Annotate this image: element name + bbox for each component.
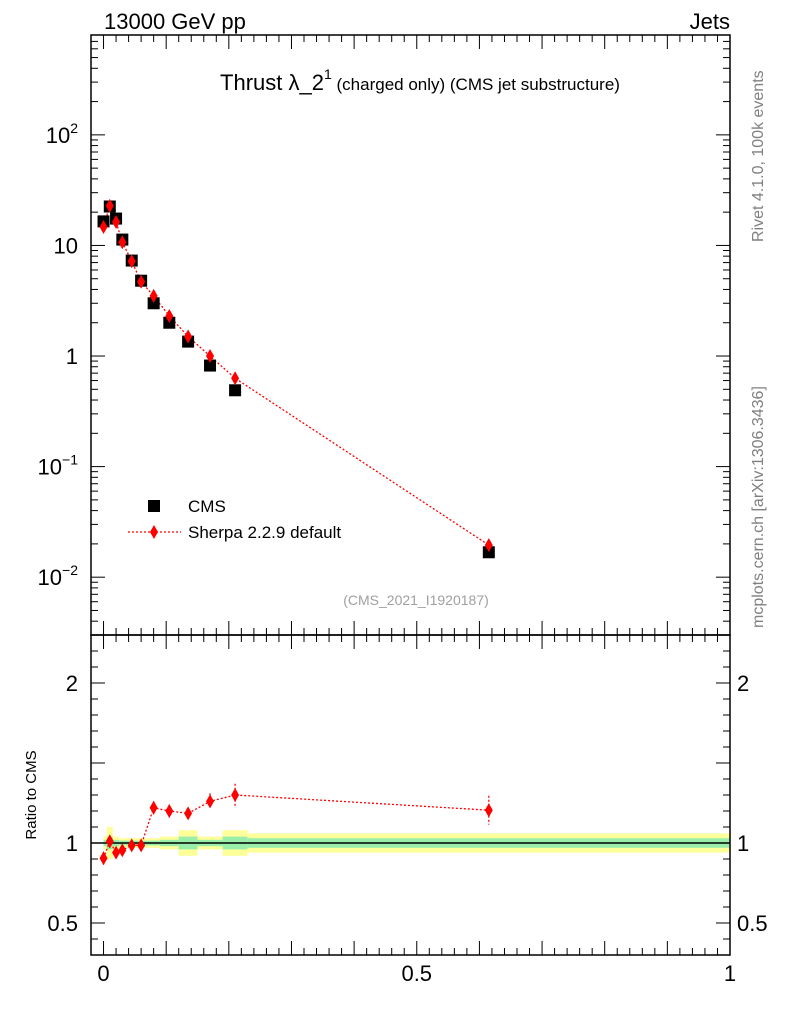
y-tick-label: 10−2: [38, 562, 79, 590]
ratio-y-tick-label-left: 1: [66, 831, 78, 856]
sherpa-point: [105, 198, 114, 213]
ratio-sherpa-point: [149, 800, 158, 815]
ratio-sherpa-point: [118, 843, 127, 858]
cms-point: [204, 359, 217, 372]
sherpa-point: [118, 235, 127, 250]
ratio-x-axis: 0 0.5 1: [90, 635, 736, 986]
x-tick-label: 0.5: [401, 961, 432, 986]
y-tick-label-base: 10: [46, 123, 70, 148]
cms-point: [147, 297, 160, 310]
ratio-sherpa-point: [112, 845, 121, 860]
ratio-y-tick-label-right: 1: [737, 831, 749, 856]
sherpa-point: [137, 274, 146, 289]
ratio-y-axis-label: Ratio to CMS: [23, 750, 40, 839]
x-tick-label: 0: [97, 961, 109, 986]
side-label-mcplots: mcplots.cern.ch [arXiv:1306.3436]: [750, 386, 767, 628]
header-right-label: Jets: [690, 9, 730, 34]
y-tick-label-base: 10: [38, 565, 62, 590]
ratio-sherpa-point: [105, 834, 114, 849]
ratio-sherpa-point: [231, 788, 240, 802]
ratio-sherpa-point: [99, 851, 108, 866]
main-x-ticks: [90, 35, 731, 635]
sherpa-point: [112, 214, 121, 229]
legend-sherpa-label: Sherpa 2.2.9 default: [188, 523, 341, 542]
legend-sherpa-marker: [150, 525, 158, 539]
main-title: Thrust λ_21 (charged only) (CMS jet subs…: [220, 66, 620, 95]
ratio-y-tick-label-right: 2: [737, 671, 749, 696]
y-tick-label-base: 1: [66, 344, 78, 369]
ratio-y-axis: 2 2 1 1 0.5 0.5: [47, 634, 768, 956]
y-tick-label-base: 10: [38, 455, 62, 480]
sherpa-point: [206, 349, 215, 364]
header-left-label: 13000 GeV pp: [104, 9, 246, 34]
sherpa-point: [127, 254, 136, 269]
ratio-y-tick-label-left: 0.5: [47, 911, 78, 936]
y-tick-label: 1: [66, 344, 78, 369]
y-tick-label: 10: [54, 233, 78, 258]
sherpa-point: [149, 288, 158, 303]
sherpa-point: [184, 329, 193, 344]
ratio-panel-frame: [90, 634, 731, 956]
sherpa-series-markers: [99, 198, 493, 553]
y-tick-label: 10−1: [38, 452, 79, 480]
ratio-sherpa-point: [165, 804, 174, 818]
ratio-sherpa-point: [137, 838, 146, 853]
main-title-main: Thrust λ_2: [220, 70, 324, 95]
cms-point: [482, 546, 495, 559]
ratio-sherpa-point: [206, 794, 215, 809]
ratio-sherpa-point: [184, 806, 193, 821]
y-tick-label-exponent: −2: [62, 562, 78, 578]
ratio-sherpa-markers: [99, 783, 493, 866]
cms-point: [229, 384, 242, 397]
main-title-sup: 1: [324, 66, 332, 82]
x-tick-label: 1: [724, 961, 736, 986]
ratio-panel: 2 21 10.5 0.5 0 0.5 1 Ratio to CMS: [23, 634, 768, 986]
ratio-sherpa-point: [484, 803, 493, 818]
sherpa-point: [484, 538, 493, 553]
main-title-rest: (charged only) (CMS jet substructure): [332, 75, 620, 94]
ratio-sherpa-point: [127, 838, 136, 853]
y-tick-label-exponent: 2: [70, 120, 78, 136]
sherpa-series-line: [102, 203, 490, 546]
ratio-y-tick-label-left: 2: [66, 671, 78, 696]
sherpa-point: [165, 309, 174, 324]
y-tick-label-base: 10: [54, 233, 78, 258]
legend: CMS Sherpa 2.2.9 default: [128, 497, 341, 542]
analysis-watermark: (CMS_2021_I1920187): [343, 592, 489, 608]
sherpa-line-path: [102, 203, 490, 546]
side-label-rivet: Rivet 4.1.0, 100k events: [750, 70, 767, 242]
ratio-y-tick-label-right: 0.5: [737, 911, 768, 936]
legend-cms-label: CMS: [188, 497, 226, 516]
y-tick-label-exponent: −1: [62, 452, 78, 468]
y-tick-label: 102: [46, 120, 78, 148]
sherpa-point: [99, 219, 108, 234]
legend-cms-marker: [148, 500, 160, 512]
sherpa-point: [231, 371, 240, 386]
